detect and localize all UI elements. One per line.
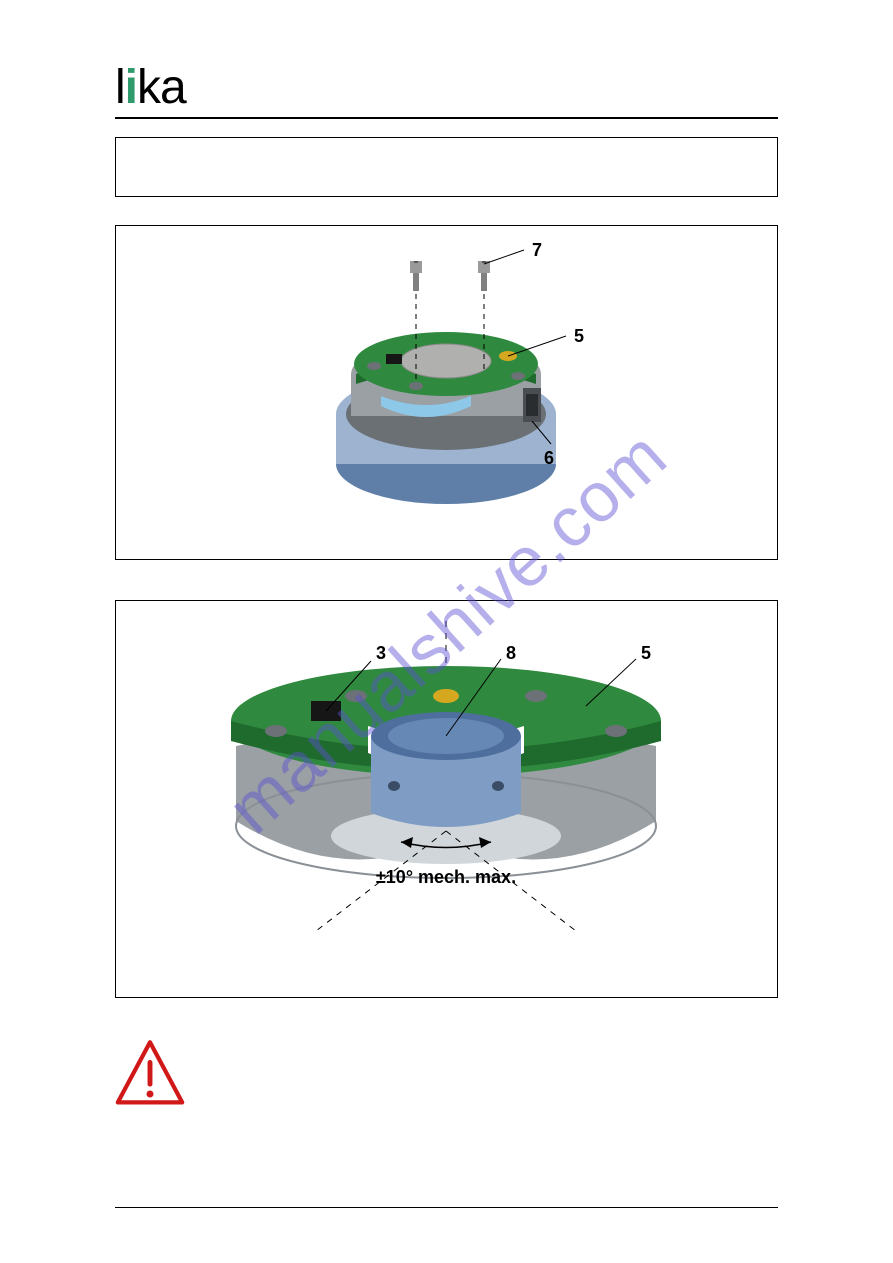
warning-row bbox=[115, 1038, 778, 1108]
figure-1: 7 5 6 bbox=[115, 225, 778, 560]
header: l i k a bbox=[115, 60, 778, 119]
logo: l i k a bbox=[115, 60, 186, 115]
figure-2: 3 8 5 ±10° mech. max. bbox=[115, 600, 778, 998]
warning-icon bbox=[115, 1038, 185, 1108]
callout-7: 7 bbox=[532, 240, 542, 260]
callout-5b: 5 bbox=[641, 643, 651, 663]
callout-5a: 5 bbox=[574, 326, 584, 346]
callout-6: 6 bbox=[544, 448, 554, 468]
callout-8: 8 bbox=[506, 643, 516, 663]
logo-letter-l: l bbox=[115, 60, 125, 115]
callout-3: 3 bbox=[376, 643, 386, 663]
logo-letter-a: a bbox=[160, 60, 186, 115]
figure-2-svg: 3 8 5 ±10° mech. max. bbox=[116, 601, 777, 997]
footer-rule bbox=[115, 1207, 778, 1208]
logo-letter-i: i bbox=[125, 60, 137, 115]
logo-letter-k: k bbox=[137, 60, 160, 115]
angle-label: ±10° mech. max. bbox=[376, 867, 516, 887]
note-box bbox=[115, 137, 778, 197]
figure-1-svg: 7 5 6 bbox=[116, 226, 777, 559]
